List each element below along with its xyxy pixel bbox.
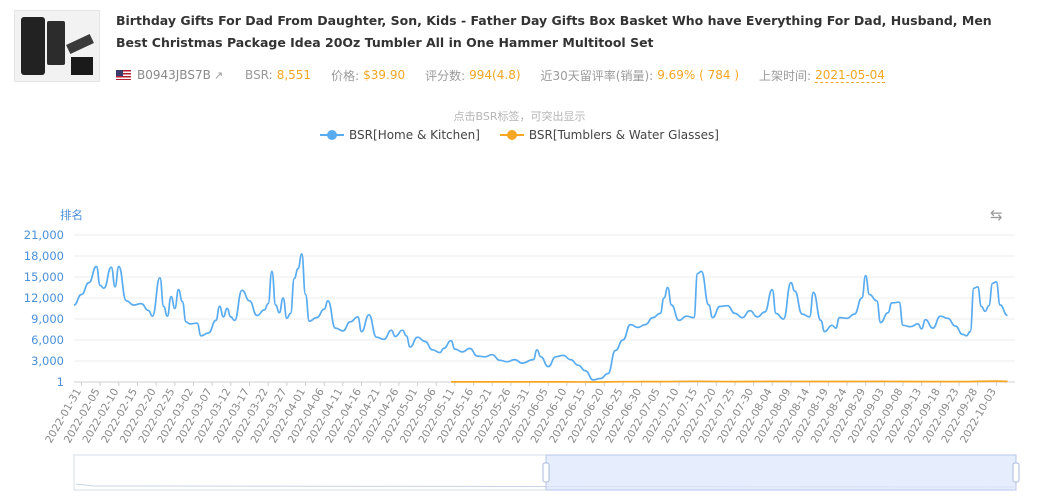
- asin[interactable]: B0943JBS7B: [137, 68, 211, 82]
- y-axis-title: 排名: [60, 208, 83, 222]
- product-title[interactable]: Birthday Gifts For Dad From Daughter, So…: [116, 13, 992, 50]
- legend-label: BSR[Home & Kitchen]: [349, 128, 480, 142]
- gift-box-shape: [71, 57, 93, 75]
- series-line-tumblers: [451, 380, 1008, 383]
- us-flag-icon: [116, 70, 131, 80]
- y-tick-label: 12,000: [24, 291, 64, 305]
- chart-hint: 点击BSR标签，可突出显示: [453, 110, 586, 123]
- legend-item-tumblers[interactable]: BSR[Tumblers & Water Glasses]: [499, 128, 719, 142]
- product-photo-icon: [21, 17, 45, 75]
- chart-legend: BSR[Home & Kitchen] BSR[Tumblers & Water…: [0, 128, 1039, 142]
- legend-label: BSR[Tumblers & Water Glasses]: [528, 128, 719, 142]
- y-tick-label: 15,000: [24, 270, 64, 284]
- price-label: 价格:: [331, 68, 360, 83]
- y-tick-label: 18,000: [24, 249, 64, 263]
- reviews-value: 994(4.8): [469, 68, 521, 82]
- legend-marker-icon: [320, 130, 345, 140]
- y-tick-label: 21,000: [24, 228, 64, 242]
- retention-label: 近30天留评率(销量):: [540, 68, 654, 83]
- bsr-value: 8,551: [276, 68, 312, 82]
- zoom-handle-right[interactable]: [1012, 462, 1020, 483]
- bsr-label: BSR:: [245, 68, 273, 82]
- product-meta-row: B0943JBS7B ↗ BSR: 8,551 价格: $39.90 评分数: …: [116, 66, 885, 84]
- y-tick-label: 3,000: [31, 354, 64, 368]
- tumbler-shape: [47, 21, 65, 65]
- listed-label: 上架时间:: [759, 68, 812, 83]
- y-tick-label: 1: [57, 375, 64, 389]
- external-link-icon[interactable]: ↗: [213, 68, 224, 82]
- retention-value: 9.69% ( 784 ): [657, 68, 740, 82]
- price-value: $39.90: [363, 68, 406, 82]
- y-tick-label: 6,000: [31, 333, 64, 347]
- listed-date: 2021-05-04: [815, 67, 885, 83]
- y-tick-label: 9,000: [31, 312, 64, 326]
- series-line-home-kitchen: [73, 253, 1008, 381]
- reviews-label: 评分数:: [425, 68, 466, 83]
- swap-axis-icon[interactable]: ⇆: [990, 206, 1003, 224]
- product-image[interactable]: [14, 10, 100, 82]
- zoom-slider-selection[interactable]: [545, 454, 1017, 491]
- zoom-handle-left[interactable]: [542, 462, 550, 483]
- legend-item-home-kitchen[interactable]: BSR[Home & Kitchen]: [320, 128, 480, 142]
- legend-marker-icon: [499, 130, 524, 140]
